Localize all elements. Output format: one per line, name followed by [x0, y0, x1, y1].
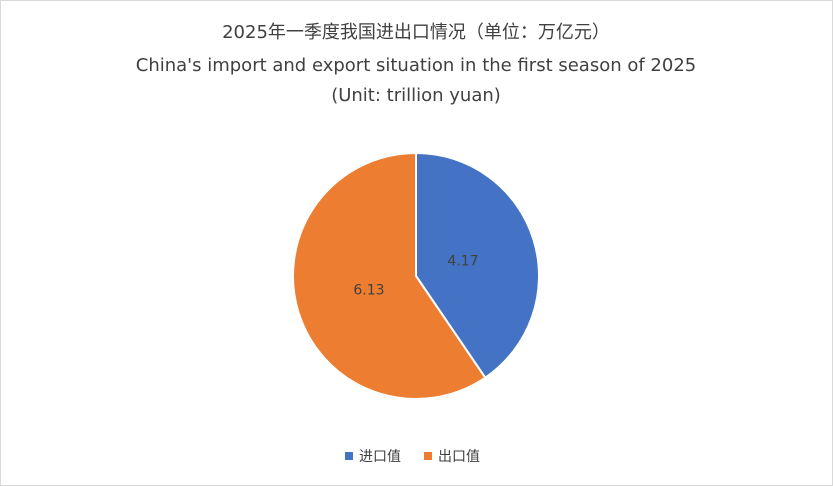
chart-title: (Unit: trillion yuan)	[331, 85, 501, 106]
pie-slice	[292, 151, 487, 400]
legend-label: 出口值	[438, 449, 480, 465]
chart-title: 2025年一季度我国进出口情况（单位：万亿元）	[222, 22, 610, 43]
legend-label: 进口值	[359, 449, 401, 465]
value-label: 4.17	[447, 254, 478, 270]
legend-swatch	[345, 452, 353, 460]
pie-slice	[415, 151, 540, 380]
value-label: 6.13	[353, 282, 384, 298]
legend-swatch	[424, 452, 432, 460]
chart-title: China's import and export situation in t…	[136, 55, 696, 76]
